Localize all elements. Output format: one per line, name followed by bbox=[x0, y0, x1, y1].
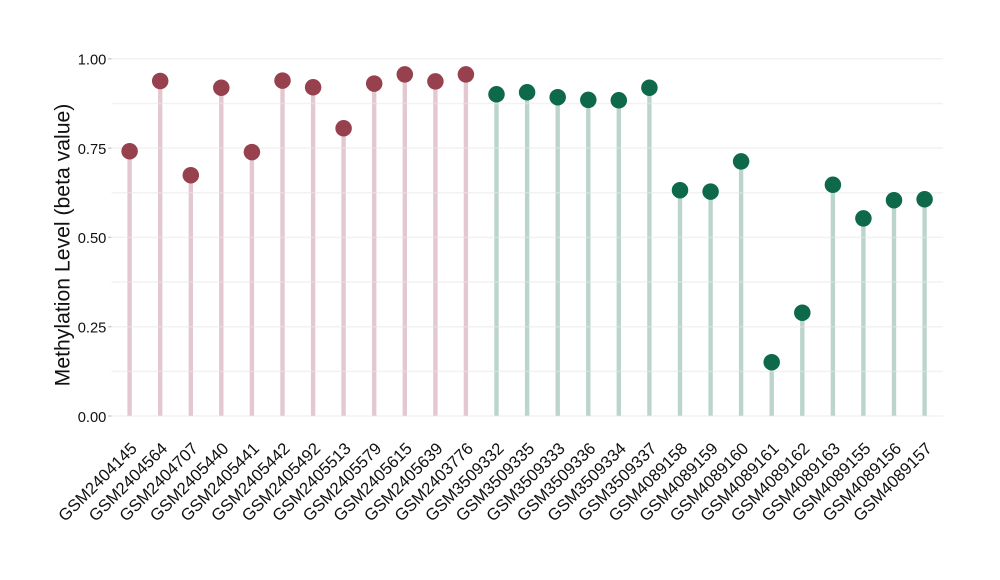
svg-text:0.75: 0.75 bbox=[78, 142, 107, 158]
svg-text:0.25: 0.25 bbox=[78, 320, 107, 336]
svg-text:1.00: 1.00 bbox=[78, 53, 107, 69]
svg-text:0.50: 0.50 bbox=[78, 231, 107, 247]
svg-text:Methylation Level (beta value): Methylation Level (beta value) bbox=[52, 104, 75, 387]
svg-text:0.00: 0.00 bbox=[78, 410, 107, 426]
